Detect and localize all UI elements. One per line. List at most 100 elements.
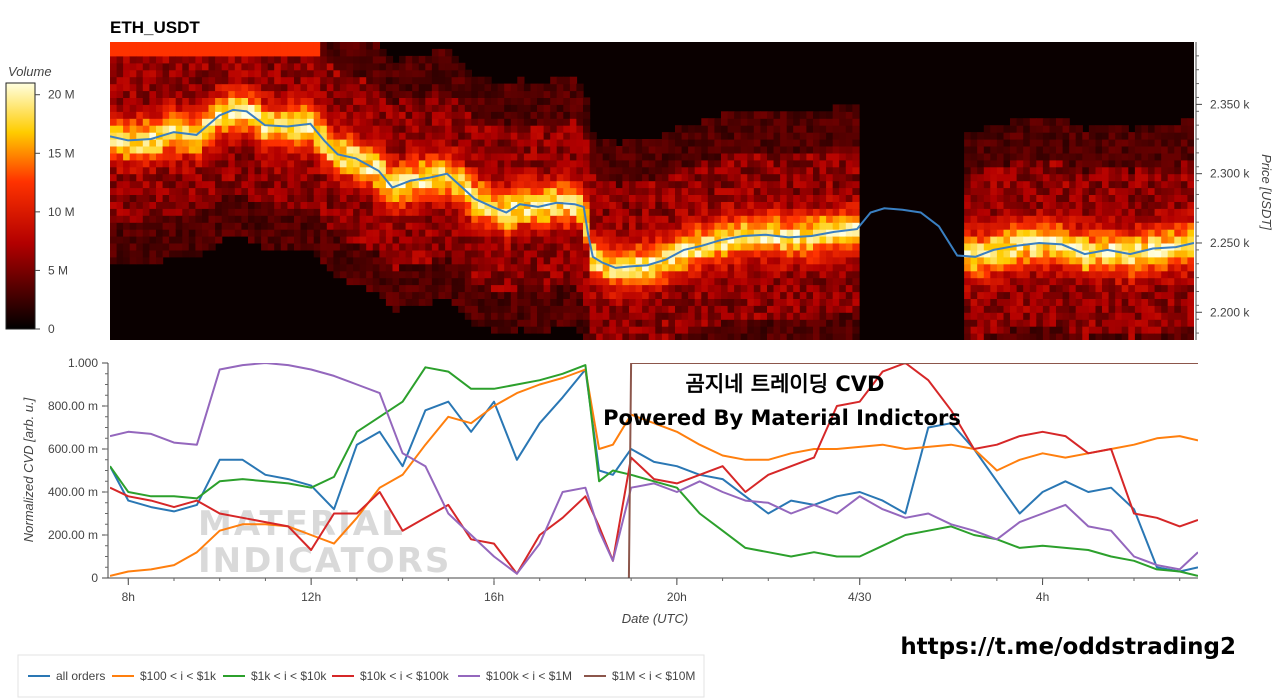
heatmap-cell bbox=[1069, 132, 1077, 140]
heatmap-cell bbox=[1082, 222, 1090, 230]
heatmap-cell bbox=[569, 263, 578, 272]
heatmap-cell bbox=[405, 166, 413, 175]
heatmap-cell bbox=[550, 180, 558, 189]
heatmap-cell bbox=[464, 146, 472, 154]
heatmap-cell bbox=[438, 90, 446, 98]
heatmap-cell bbox=[359, 125, 367, 133]
heatmap-cell bbox=[813, 305, 821, 313]
heatmap-cell bbox=[668, 256, 676, 265]
heatmap-cell bbox=[832, 236, 840, 244]
colorbar-label: Volume bbox=[8, 64, 52, 79]
heatmap-cell bbox=[379, 139, 387, 147]
heatmap-cell bbox=[1115, 277, 1123, 286]
heatmap-cell bbox=[1023, 291, 1031, 299]
heatmap-cell bbox=[1148, 146, 1156, 154]
heatmap-cell bbox=[1154, 139, 1162, 147]
heatmap-cell bbox=[1029, 215, 1037, 223]
heatmap-cell bbox=[760, 229, 768, 237]
heatmap-cell bbox=[609, 249, 617, 258]
heatmap-cell bbox=[484, 152, 492, 161]
heatmap-cell bbox=[1010, 159, 1018, 168]
heatmap-cell bbox=[221, 229, 229, 237]
heatmap-cell bbox=[497, 249, 505, 258]
heatmap-cell bbox=[707, 305, 715, 313]
heatmap-cell bbox=[385, 104, 394, 112]
heatmap-cell bbox=[1134, 152, 1143, 161]
heatmap-cell bbox=[116, 194, 124, 202]
heatmap-cell bbox=[793, 291, 801, 299]
heatmap-cell bbox=[438, 215, 446, 223]
heatmap-cell bbox=[629, 243, 637, 251]
heatmap-cell bbox=[477, 277, 486, 286]
heatmap-cell bbox=[412, 118, 420, 126]
heatmap-cell bbox=[845, 132, 853, 140]
heatmap-cell bbox=[175, 243, 183, 251]
heatmap-cell bbox=[767, 263, 775, 272]
heatmap-cell bbox=[707, 229, 715, 237]
heatmap-cell bbox=[248, 222, 256, 230]
heatmap-cell bbox=[346, 194, 354, 202]
heatmap-cell bbox=[970, 215, 978, 223]
heatmap-cell bbox=[241, 229, 249, 237]
heatmap-cell bbox=[576, 277, 584, 286]
heatmap-cell bbox=[629, 249, 637, 258]
heatmap-cell bbox=[1128, 312, 1136, 320]
heatmap-cell bbox=[464, 208, 472, 216]
telegram-link[interactable]: https://t.me/oddstrading2 bbox=[900, 634, 1236, 660]
heatmap-cell bbox=[977, 159, 985, 168]
heatmap-cell bbox=[1128, 298, 1136, 306]
heatmap-cell bbox=[215, 173, 223, 182]
heatmap-cell bbox=[471, 104, 479, 112]
heatmap-cell bbox=[412, 139, 420, 147]
heatmap-cell bbox=[1115, 215, 1123, 223]
heatmap-cell bbox=[195, 118, 203, 126]
heatmap-cell bbox=[990, 319, 998, 327]
heatmap-cell bbox=[740, 118, 748, 126]
heatmap-cell bbox=[753, 201, 761, 209]
heatmap-cell bbox=[431, 152, 440, 161]
heatmap-cell bbox=[727, 187, 735, 195]
heatmap-cell bbox=[1069, 270, 1077, 279]
heatmap-cell bbox=[497, 152, 505, 161]
heatmap-cell bbox=[1036, 256, 1044, 265]
heatmap-cell bbox=[530, 305, 538, 313]
heatmap-cell bbox=[438, 97, 446, 105]
heatmap-cell bbox=[964, 152, 972, 161]
heatmap-cell bbox=[1180, 201, 1189, 209]
heatmap-cell bbox=[412, 284, 420, 293]
heatmap-cell bbox=[504, 222, 512, 230]
heatmap-cell bbox=[326, 201, 334, 209]
heatmap-cell bbox=[339, 132, 348, 140]
heatmap-cell bbox=[1148, 152, 1156, 161]
heatmap-cell bbox=[569, 111, 578, 119]
heatmap-cell bbox=[399, 229, 407, 237]
heatmap-cell bbox=[510, 104, 518, 112]
heatmap-cell bbox=[333, 139, 341, 147]
heatmap-cell bbox=[517, 97, 525, 105]
heatmap-cell bbox=[294, 146, 302, 154]
heatmap-cell bbox=[839, 166, 847, 175]
heatmap-cell bbox=[1062, 201, 1070, 209]
heatmap-cell bbox=[129, 159, 137, 168]
heatmap-cell bbox=[1115, 243, 1123, 251]
heatmap-cell bbox=[294, 222, 302, 230]
heatmap-cell bbox=[175, 152, 183, 161]
heatmap-cell bbox=[694, 187, 702, 195]
heatmap-cell bbox=[767, 312, 775, 320]
heatmap-cell bbox=[747, 166, 755, 175]
heatmap-cell bbox=[589, 132, 597, 140]
heatmap-cell bbox=[819, 222, 827, 230]
heatmap-cell bbox=[832, 125, 840, 133]
heatmap-cell bbox=[806, 125, 814, 133]
heatmap-cell bbox=[248, 146, 256, 154]
heatmap-cell bbox=[753, 326, 761, 334]
heatmap-cell bbox=[326, 166, 334, 175]
heatmap-cell bbox=[517, 118, 525, 126]
heatmap-cell bbox=[714, 284, 722, 293]
heatmap-cell bbox=[701, 208, 709, 216]
heatmap-cell bbox=[307, 187, 315, 195]
heatmap-cell bbox=[326, 243, 334, 251]
heatmap-cell bbox=[320, 236, 328, 244]
heatmap-cell bbox=[523, 125, 532, 133]
